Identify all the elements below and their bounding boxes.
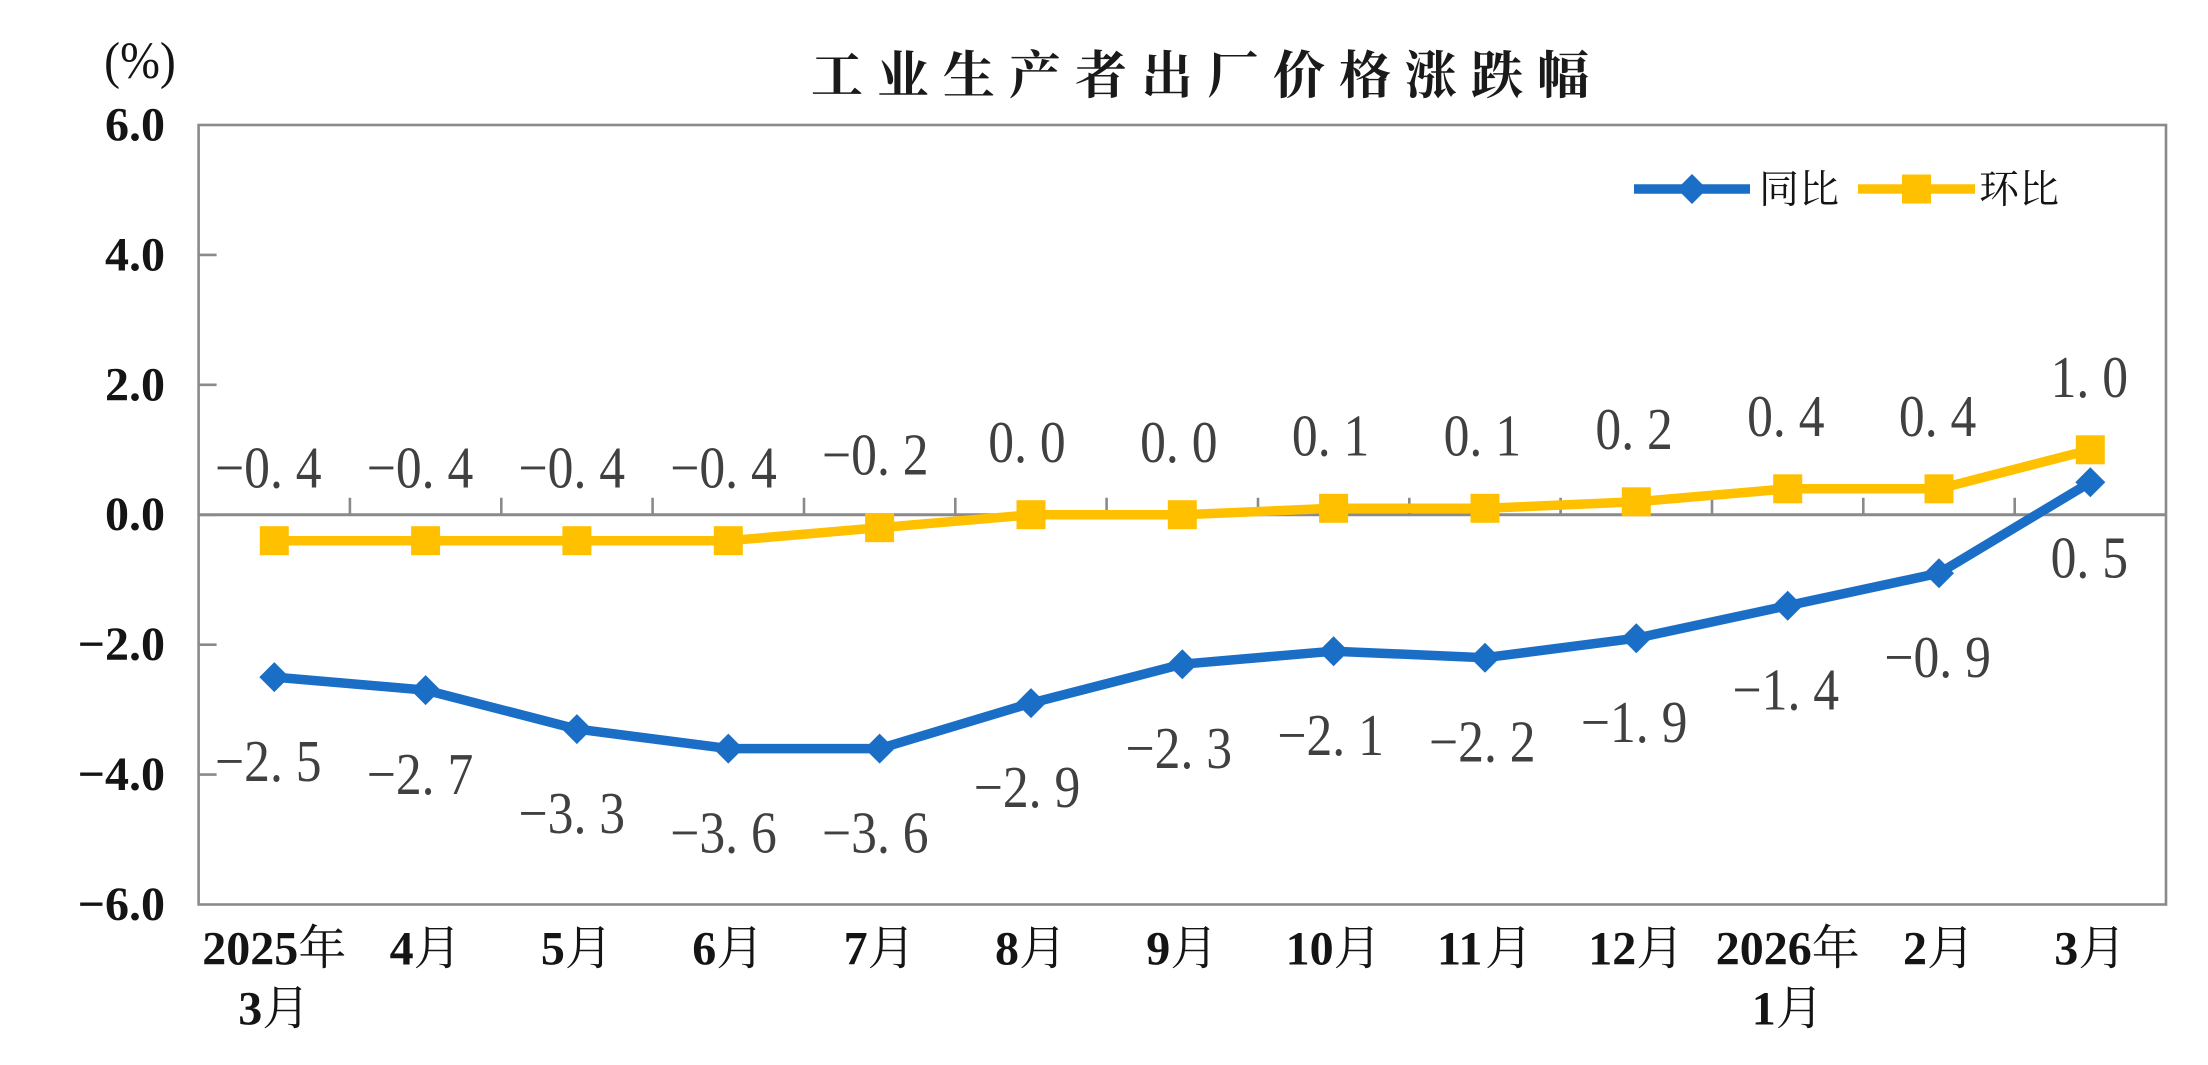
svg-text:−2. 1: −2. 1	[1277, 703, 1384, 768]
svg-text:−2. 3: −2. 3	[1126, 716, 1233, 781]
svg-text:6.0: 6.0	[105, 99, 165, 152]
svg-text:0. 4: 0. 4	[1747, 384, 1824, 449]
svg-text:0. 5: 0. 5	[2051, 525, 2128, 590]
svg-text:−0. 4: −0. 4	[215, 436, 322, 501]
svg-text:−0. 4: −0. 4	[519, 436, 626, 501]
svg-text:2: 2	[1903, 923, 1927, 976]
svg-text:2.0: 2.0	[105, 358, 165, 411]
svg-text:0. 0: 0. 0	[988, 410, 1065, 475]
svg-text:11: 11	[1437, 923, 1482, 976]
svg-text:−2. 7: −2. 7	[367, 742, 474, 807]
svg-text:−2. 2: −2. 2	[1429, 710, 1536, 775]
svg-text:10: 10	[1286, 923, 1334, 976]
svg-text:−2. 9: −2. 9	[974, 755, 1081, 820]
svg-text:0. 2: 0. 2	[1595, 397, 1672, 462]
svg-text:9: 9	[1146, 923, 1170, 976]
svg-text:−0. 4: −0. 4	[670, 436, 777, 501]
svg-text:1. 0: 1. 0	[2051, 345, 2128, 410]
svg-text:0. 0: 0. 0	[1140, 410, 1217, 475]
svg-text:0. 4: 0. 4	[1899, 384, 1976, 449]
svg-text:4: 4	[390, 923, 414, 976]
svg-text:−0. 9: −0. 9	[1884, 625, 1991, 690]
svg-text:7: 7	[844, 923, 868, 976]
svg-text:4.0: 4.0	[105, 228, 165, 281]
svg-text:3: 3	[238, 983, 262, 1036]
svg-text:−0. 2: −0. 2	[822, 423, 929, 488]
svg-text:−3. 6: −3. 6	[670, 800, 777, 865]
svg-text:−3. 3: −3. 3	[519, 781, 626, 846]
svg-text:1: 1	[1752, 983, 1776, 1036]
svg-text:0.0: 0.0	[105, 488, 165, 541]
svg-text:−3. 6: −3. 6	[822, 800, 929, 865]
svg-text:−2. 5: −2. 5	[215, 729, 322, 794]
svg-text:2026: 2026	[1716, 923, 1812, 976]
svg-text:3: 3	[2054, 923, 2078, 976]
svg-text:6: 6	[692, 923, 716, 976]
svg-text:12: 12	[1588, 923, 1636, 976]
svg-text:−6.0: −6.0	[78, 878, 165, 931]
svg-text:(%): (%)	[104, 31, 176, 89]
svg-text:−0. 4: −0. 4	[367, 436, 474, 501]
svg-text:8: 8	[995, 923, 1019, 976]
svg-text:−4.0: −4.0	[78, 748, 165, 801]
svg-text:0. 1: 0. 1	[1444, 403, 1521, 468]
svg-text:0. 1: 0. 1	[1292, 403, 1369, 468]
svg-text:−1. 9: −1. 9	[1581, 690, 1688, 755]
svg-text:5: 5	[541, 923, 565, 976]
svg-text:−2.0: −2.0	[78, 618, 165, 671]
svg-text:−1. 4: −1. 4	[1733, 658, 1840, 723]
svg-text:2025: 2025	[202, 923, 298, 976]
